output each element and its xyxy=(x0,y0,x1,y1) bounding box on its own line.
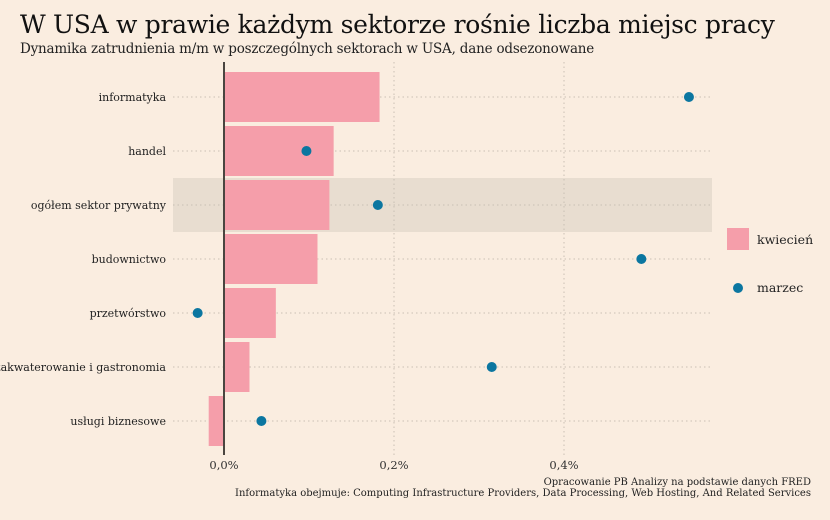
dot-zakwaterowanie-i-gastronomia xyxy=(486,362,497,372)
category-label-ogółem-sektor-prywatny: ogółem sektor prywatny xyxy=(31,199,167,212)
category-label-przetwórstwo: przetwórstwo xyxy=(90,307,167,320)
category-label-informatyka: informatyka xyxy=(99,91,167,104)
dot-ogółem-sektor-prywatny xyxy=(372,200,383,210)
x-tick-labels-layer: 0,0% 0,2% 0,4% xyxy=(209,458,578,472)
x-tick-label-0: 0,0% xyxy=(209,458,238,472)
category-label-zakwaterowanie-i-gastronomia: zakwaterowanie i gastronomia xyxy=(0,361,166,374)
category-labels-layer: informatyka handel ogółem sektor prywatny b… xyxy=(0,91,167,428)
bar-ogółem-sektor-prywatny xyxy=(224,180,330,230)
chart-subtitle: Dynamika zatrudnienia m/m w poszczególny… xyxy=(20,41,595,57)
x-tick-label-1: 0,2% xyxy=(379,458,408,472)
bar-przetwórstwo xyxy=(224,288,276,338)
dot-usługi-biznesowe xyxy=(256,416,267,426)
chart-title: W USA w prawie każdym sektorze rośnie li… xyxy=(20,10,775,39)
category-label-handel: handel xyxy=(128,145,166,158)
dot-handel xyxy=(301,146,312,156)
legend-label-marzec: marzec xyxy=(757,280,803,295)
bar-handel xyxy=(224,126,334,176)
bar-usługi-biznesowe xyxy=(208,396,224,446)
dot-przetwórstwo xyxy=(192,308,203,318)
caption-source: Opracowanie PB Analizy na podstawie dany… xyxy=(543,477,811,488)
x-tick-label-2: 0,4% xyxy=(549,458,578,472)
bar-budownictwo xyxy=(224,234,318,284)
dot-informatyka xyxy=(683,92,694,102)
legend-swatch-marzec xyxy=(733,283,743,293)
category-label-usługi-biznesowe: usługi biznesowe xyxy=(70,415,166,428)
caption-note: Informatyka obejmuje: Computing Infrastr… xyxy=(235,488,811,499)
category-label-budownictwo: budownictwo xyxy=(92,253,167,266)
bar-informatyka xyxy=(224,72,380,122)
bars-layer xyxy=(208,72,380,446)
legend-swatch-kwiecien xyxy=(727,228,749,250)
dot-budownictwo xyxy=(636,254,647,264)
legend: kwiecień marzec xyxy=(727,228,813,295)
legend-label-kwiecien: kwiecień xyxy=(757,232,813,247)
dots-layer xyxy=(192,92,694,426)
bar-zakwaterowanie-i-gastronomia xyxy=(224,342,250,392)
